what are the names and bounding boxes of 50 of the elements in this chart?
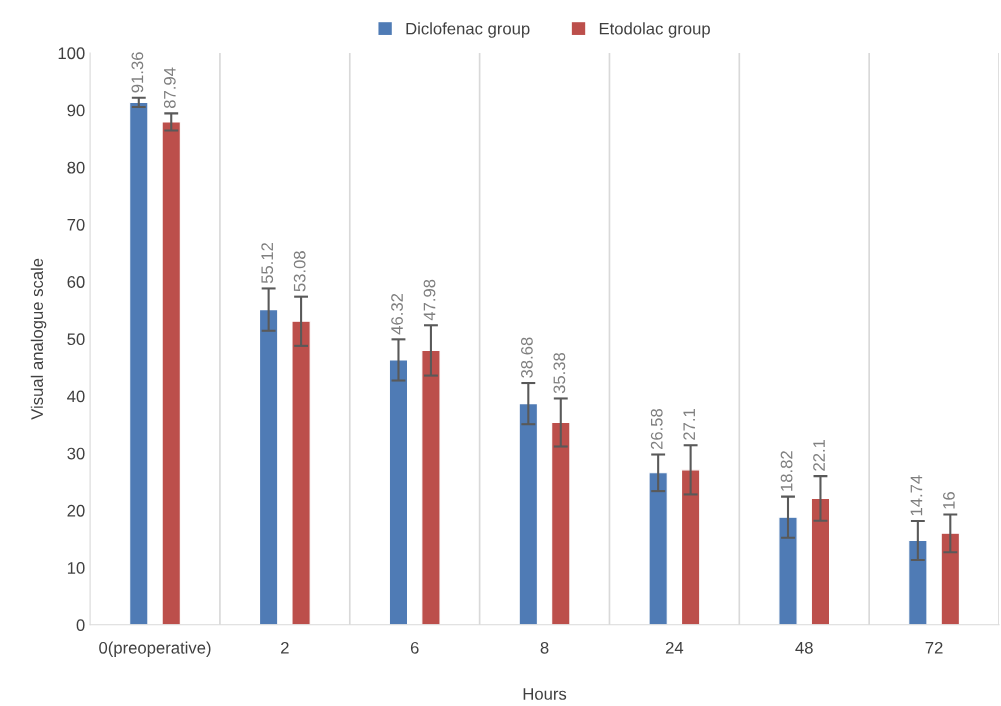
y-tick-label: 80 [67, 161, 85, 174]
bar [810, 497, 831, 625]
y-axis-title: Visual analogue scale [30, 258, 47, 420]
data-label: 53.08 [293, 251, 306, 292]
data-label: 16 [942, 492, 955, 509]
data-label: 55.12 [261, 243, 274, 284]
bar [129, 101, 149, 625]
x-tick-label: 2 [281, 641, 289, 654]
y-tick-label: 0 [76, 619, 85, 632]
y-tick-label: 20 [67, 504, 85, 517]
bar [421, 349, 441, 625]
bar [940, 532, 960, 625]
y-tick-label: 40 [67, 390, 85, 403]
data-label: 38.68 [520, 337, 533, 378]
data-label: 26.58 [650, 408, 663, 450]
bar [258, 309, 279, 625]
x-tick-label: 8 [540, 641, 549, 654]
bar [908, 539, 928, 625]
x-tick-label: 0(preoperative) [99, 641, 211, 658]
x-tick-label: 72 [925, 641, 943, 654]
data-label: 27.1 [683, 409, 695, 440]
x-tick-label: 6 [410, 641, 419, 654]
y-tick-label: 10 [67, 562, 85, 574]
bar [388, 359, 409, 625]
y-tick-label: 50 [67, 333, 85, 346]
data-label: 22.1 [813, 439, 825, 471]
data-label: 47.98 [423, 279, 436, 321]
data-label: 14.74 [910, 475, 923, 516]
legend-label: Diclofenac group [406, 22, 530, 38]
x-axis-title: Hours [523, 688, 567, 700]
data-label: 18.82 [780, 451, 793, 491]
legend-label: Etodolac group [599, 22, 710, 38]
bar [778, 516, 798, 625]
y-tick-label: 100 [58, 47, 85, 60]
x-tick-label: 48 [795, 641, 813, 654]
y-tick-label: 90 [67, 104, 85, 117]
data-label: 91.36 [131, 52, 144, 93]
x-tick-label: 24 [665, 641, 684, 654]
data-label: 46.32 [391, 293, 403, 335]
data-label: 87.94 [163, 67, 176, 109]
bar [551, 421, 571, 625]
y-tick-label: 70 [67, 218, 85, 231]
bar [291, 320, 311, 625]
y-tick-label: 60 [67, 276, 85, 288]
bar [518, 403, 538, 625]
bar [161, 121, 181, 625]
y-tick-label: 30 [67, 447, 85, 460]
bar [680, 469, 701, 625]
data-label: 35.38 [553, 352, 566, 394]
bar [648, 472, 668, 625]
